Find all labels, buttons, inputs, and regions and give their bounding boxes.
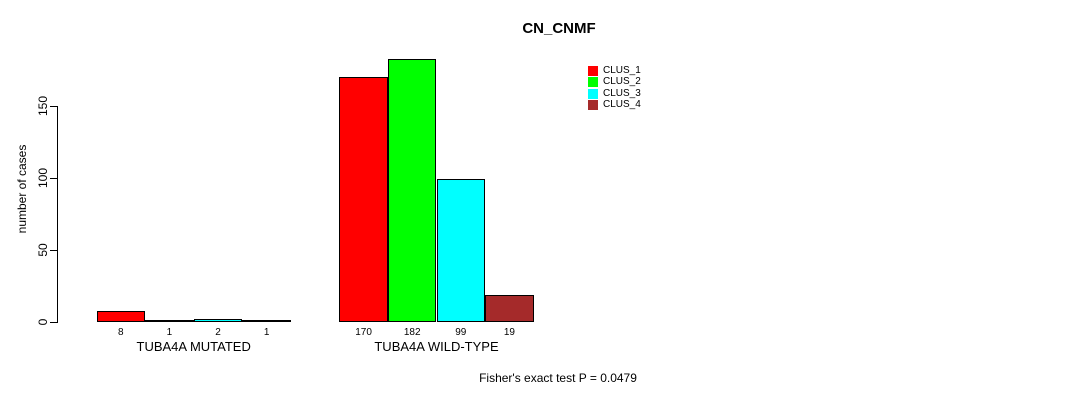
- legend-item-clus_2: CLUS_2: [588, 76, 641, 88]
- bar-clus_4-group2: [485, 294, 534, 323]
- legend-swatch-icon: [588, 77, 598, 88]
- y-tick-mark: [50, 105, 57, 107]
- legend-label: CLUS_3: [603, 87, 641, 99]
- bar-clus_1-group2: [339, 76, 388, 323]
- bar-value-label: 99: [455, 327, 467, 338]
- y-axis-line: [57, 105, 58, 324]
- bar-value-label: 182: [403, 327, 421, 338]
- bar-clus_2-group2: [387, 59, 437, 323]
- fisher-test-annotation: Fisher's exact test P = 0.0479: [479, 371, 637, 385]
- category-label: TUBA4A WILD-TYPE: [374, 339, 499, 354]
- y-tick-mark: [50, 177, 57, 179]
- bar-value-label: 170: [355, 327, 372, 338]
- y-tick-mark: [50, 322, 57, 324]
- chart-title: CN_CNMF: [522, 20, 596, 37]
- bar-value-label: 19: [503, 327, 515, 338]
- bar-value-label: 1: [263, 327, 270, 338]
- y-tick-label: 150: [36, 95, 50, 116]
- legend-item-clus_4: CLUS_4: [588, 98, 641, 110]
- legend-label: CLUS_1: [603, 65, 641, 76]
- bar-value-label: 2: [215, 327, 221, 338]
- y-tick-label: 0: [36, 318, 50, 326]
- legend-swatch-icon: [588, 88, 598, 99]
- bar-clus_1-group1: [96, 310, 146, 323]
- bar-value-label: 8: [118, 327, 124, 338]
- legend-item-clus_3: CLUS_3: [588, 87, 641, 99]
- bar-clus_3-group1: [193, 319, 243, 323]
- bar-clus_4-group1: [242, 320, 291, 323]
- legend-label: CLUS_2: [603, 76, 641, 88]
- bar-clus_2-group1: [145, 320, 194, 323]
- legend-item-clus_1: CLUS_1: [588, 66, 641, 76]
- category-label: TUBA4A MUTATED: [136, 339, 251, 354]
- y-tick-label: 50: [36, 243, 50, 257]
- y-tick-label: 100: [36, 167, 50, 188]
- y-tick-mark: [50, 250, 57, 252]
- legend-swatch-icon: [588, 99, 598, 110]
- legend-swatch-icon: [588, 66, 598, 76]
- bar-value-label: 1: [166, 327, 173, 338]
- bar-clus_3-group2: [436, 179, 486, 323]
- legend-label: CLUS_4: [603, 98, 641, 110]
